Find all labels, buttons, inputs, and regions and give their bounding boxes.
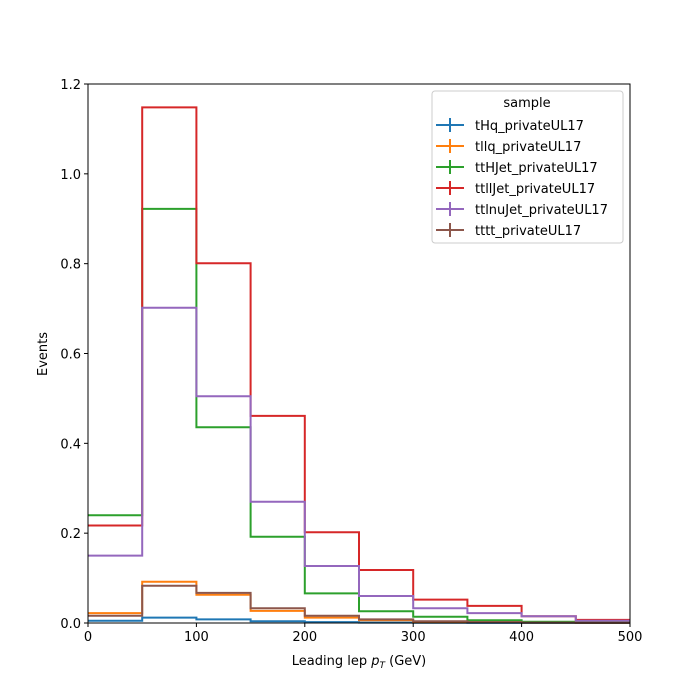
legend-entries: tHq_privateUL17 tllq_privateUL17 ttHJet_pr… [436,118,608,239]
legend-entry: ttHJet_privateUL17 [436,160,598,176]
y-axis-label: Events [36,332,51,376]
legend-label: ttllJet_privateUL17 [475,182,595,197]
legend-title: sample [503,96,550,111]
y-axis: 0.0 0.2 0.4 0.6 0.8 1.0 1.2 [60,78,88,632]
x-tick-label: 0 [84,630,92,645]
x-tick-label: 400 [509,630,534,645]
y-tick-label: 0.0 [60,617,81,632]
legend-box [431,90,624,244]
x-tick-label: 100 [184,630,209,645]
x-axis-label: Leading lep pT (GeV) [292,654,426,671]
series-line-4 [88,306,630,622]
legend-label: ttlnuJet_privateUL17 [475,203,608,218]
legend-label: tllq_privateUL17 [475,140,581,155]
x-tick-label: 500 [618,630,643,645]
y-tick-label: 0.6 [60,348,81,363]
x-tick-label: 300 [401,630,426,645]
legend-entry: ttlnuJet_privateUL17 [436,202,608,218]
legend-label: tHq_privateUL17 [475,119,584,134]
legend-entry: tHq_privateUL17 [436,118,584,134]
legend-entry: ttllJet_privateUL17 [436,181,595,197]
legend: sample tHq_privateUL17 tllq_privateUL17tt… [431,90,624,244]
y-tick-label: 0.8 [60,258,81,273]
y-tick-label: 1.2 [60,78,81,93]
legend-label: ttHJet_privateUL17 [475,161,598,176]
y-tick-label: 0.2 [60,527,81,542]
y-tick-label: 0.4 [60,437,81,452]
y-tick-label: 1.0 [60,168,81,183]
legend-entry: tllq_privateUL17 [436,139,581,155]
x-axis: 0 100 200 300 400 500 [84,623,643,645]
legend-entry: tttt_privateUL17 [436,223,581,239]
legend-label: tttt_privateUL17 [475,224,581,239]
x-tick-label: 200 [292,630,317,645]
